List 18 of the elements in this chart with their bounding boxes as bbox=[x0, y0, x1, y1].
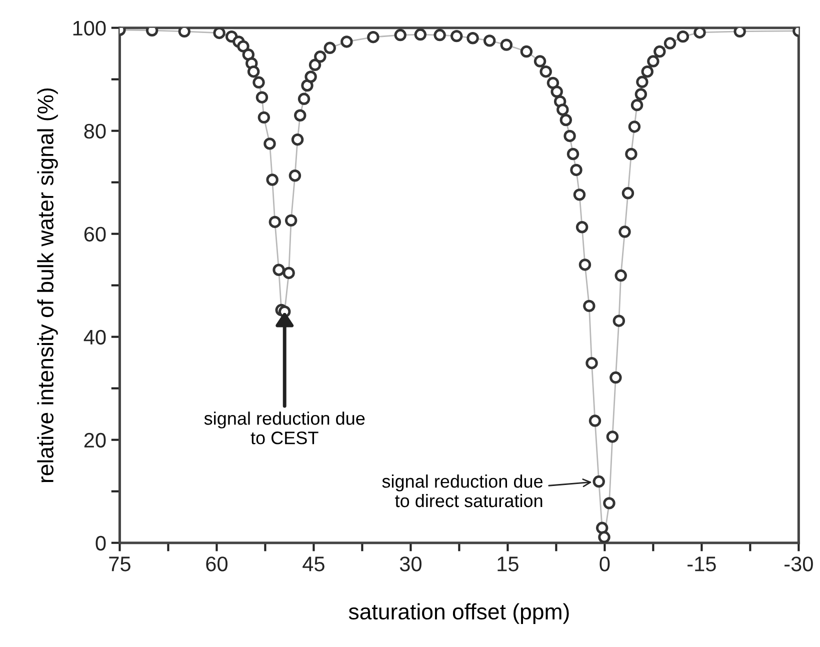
y-tick-label: 100 bbox=[73, 20, 106, 36]
x-tick-label: 75 bbox=[109, 556, 130, 572]
y-tick-label: 20 bbox=[84, 432, 106, 448]
x-tick-label: 15 bbox=[498, 556, 518, 572]
y-tick-label: 60 bbox=[84, 226, 106, 242]
y-tick-label: 80 bbox=[84, 124, 106, 139]
x-tick-label: 45 bbox=[302, 556, 324, 572]
annotation: signal reduction due to CEST bbox=[204, 412, 365, 444]
annotation: signal reduction due to direct saturation bbox=[382, 474, 543, 508]
x-tick-label: 30 bbox=[400, 556, 422, 572]
x-tick-label: -30 bbox=[784, 556, 813, 572]
y-tick-label: 0 bbox=[96, 536, 106, 551]
x-tick-label: 0 bbox=[600, 556, 610, 572]
x-axis-title: saturation offset (ppm) bbox=[348, 603, 569, 624]
x-tick-label: -15 bbox=[688, 556, 716, 572]
y-tick-label: 40 bbox=[84, 330, 106, 345]
x-tick-label: 60 bbox=[206, 556, 228, 572]
y-axis-title: relative intensity of bulk water signal (%) bbox=[37, 88, 58, 482]
